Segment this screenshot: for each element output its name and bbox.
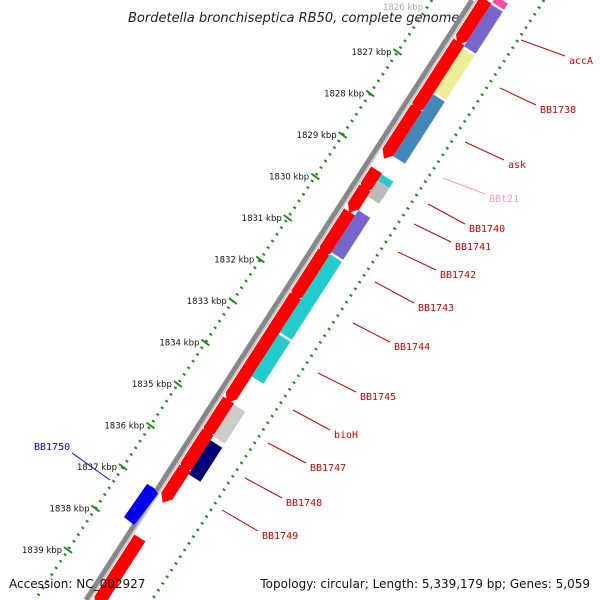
scale-ticks: 1826 kbp 1827 kbp 1828 kbp 1829 kbp 1830 kbp… — [22, 3, 423, 556]
gene-arrow — [319, 208, 356, 257]
gene-label[interactable]: BB1743 — [418, 303, 454, 314]
annotation-block — [188, 440, 223, 482]
annotation-block — [251, 334, 291, 384]
map-title: Bordetella bronchiseptica RB50, complete… — [128, 11, 459, 26]
gene-label[interactable]: BB1740 — [469, 224, 505, 235]
kbp-tick-mark — [310, 172, 320, 181]
gene-arrow — [291, 248, 330, 301]
leader-line — [464, 141, 505, 161]
annotation-block — [367, 180, 390, 204]
kbp-tick-label: 1834 kbp — [159, 339, 199, 349]
kbp-tick-mark — [392, 48, 403, 56]
gene-labels: accA BB1738 ask BBt21 BB1740 BB1741 BB1742 BB17… — [34, 39, 593, 542]
backbone-highlight — [89, 0, 477, 600]
kbp-tick-label: 1835 kbp — [132, 380, 172, 390]
topology-text: Topology: circular; Length: 5,339,179 bp… — [260, 577, 590, 591]
gene-arrow — [161, 464, 191, 503]
outer-scale-line — [33, 0, 434, 600]
gene-label[interactable]: BB1747 — [310, 463, 346, 474]
gene-arrow — [348, 184, 371, 213]
leader-line — [244, 477, 283, 499]
kbp-tick-mark — [338, 131, 348, 139]
gene-label[interactable]: BB1749 — [262, 531, 298, 542]
kbp-tick-label: 1828 kbp — [324, 90, 364, 100]
leader-line — [71, 452, 111, 481]
leader-line — [352, 322, 391, 343]
leader-line — [520, 39, 566, 57]
gene-arrow — [263, 292, 301, 345]
gene-label[interactable]: BB1748 — [286, 498, 322, 509]
gene-arrow — [225, 372, 250, 403]
leader-line — [397, 251, 437, 271]
kbp-tick-mark — [145, 421, 156, 430]
gene-arrow — [94, 534, 146, 600]
leader-line — [374, 281, 415, 304]
gene-arrow-forward — [124, 484, 158, 525]
kbp-tick-mark — [283, 214, 293, 222]
gene-label[interactable]: bioH — [334, 430, 358, 441]
kbp-tick-label: 1833 kbp — [187, 297, 227, 307]
gene-arrow — [382, 104, 422, 159]
kbp-tick-label: 1832 kbp — [214, 256, 254, 266]
gene-label[interactable]: BB1750 — [34, 442, 70, 453]
annotation-block — [213, 404, 246, 444]
leader-line — [317, 372, 357, 393]
annotation-block — [280, 254, 342, 340]
kbp-tick-label: 1837 kbp — [77, 463, 117, 473]
gene-arrow — [238, 334, 274, 383]
kbp-tick-mark — [90, 504, 101, 513]
kbp-tick-label: 1829 kbp — [297, 131, 337, 141]
kbp-tick-label: 1830 kbp — [269, 173, 309, 183]
accession-text: Accession: NC_002927 — [9, 577, 146, 591]
leader-line — [267, 442, 307, 464]
leader-line — [221, 509, 259, 532]
kbp-tick-label-faded: 1826 kbp — [383, 3, 423, 13]
gene-arrow — [203, 396, 235, 437]
kbp-tick-label: 1839 kbp — [22, 546, 62, 556]
kbp-tick-label: 1836 kbp — [104, 422, 144, 432]
kbp-tick-mark — [365, 89, 375, 98]
kbp-tick-mark — [255, 255, 265, 264]
kbp-tick-label: 1838 kbp — [49, 505, 89, 515]
kbp-tick-label: 1827 kbp — [352, 48, 392, 58]
annotation-block — [434, 48, 475, 100]
leader-line — [292, 409, 331, 431]
gene-arrow — [180, 428, 214, 473]
kbp-tick-mark — [228, 297, 238, 305]
annotation-block — [393, 94, 445, 164]
gene-arrow — [360, 166, 383, 193]
leader-line — [413, 223, 452, 243]
annotation-block — [463, 4, 503, 54]
gene-label[interactable]: BB1744 — [394, 342, 430, 353]
gene-label[interactable]: accA — [569, 56, 593, 67]
kbp-tick-mark — [118, 463, 128, 471]
leader-line — [499, 87, 537, 106]
kbp-tick-mark — [63, 546, 73, 554]
kbp-tick-mark — [173, 380, 183, 388]
leader-line — [427, 203, 466, 225]
kbp-tick-label: 1831 kbp — [242, 214, 282, 224]
gene-arrow — [456, 0, 492, 45]
gene-label[interactable]: BBt21 — [489, 194, 519, 205]
kbp-tick-mark — [200, 338, 210, 347]
gene-track — [94, 0, 492, 600]
gene-label[interactable]: ask — [508, 160, 526, 171]
gene-label[interactable]: BB1742 — [440, 270, 476, 281]
annotation-track — [188, 0, 508, 482]
gene-arrow — [412, 38, 465, 113]
annotation-block — [331, 210, 371, 260]
gene-label[interactable]: BB1738 — [540, 105, 576, 116]
gene-label[interactable]: BB1745 — [360, 392, 396, 403]
leader-line — [442, 177, 486, 195]
gene-label[interactable]: BB1741 — [455, 242, 491, 253]
annotation-block — [492, 0, 508, 10]
